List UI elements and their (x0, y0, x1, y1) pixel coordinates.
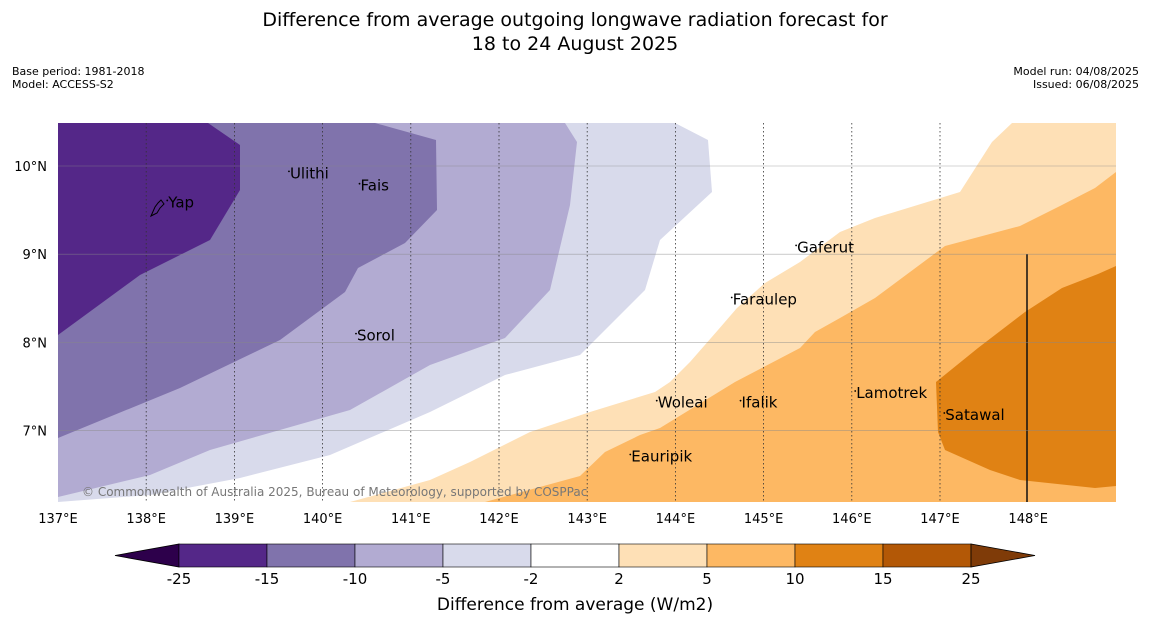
issued-date: Issued: 06/08/2025 (1032, 78, 1139, 91)
run-info: Model run: 04/08/2025 Issued: 06/08/2025 (1013, 65, 1139, 91)
place-dot (166, 199, 169, 202)
place-dot (655, 399, 658, 402)
lon-tick-label: 146°E (832, 512, 872, 527)
lat-tick-label: 7°N (23, 425, 48, 440)
place-label: Gaferut (797, 238, 854, 256)
base-period-info: Base period: 1981-2018 Model: ACCESS-S2 (12, 65, 144, 91)
place-label: Ifalik (742, 394, 778, 412)
model-name: Model: ACCESS-S2 (12, 78, 114, 91)
place-label: Faraulep (733, 290, 797, 308)
colorbar-bin (354, 543, 444, 568)
lon-tick-label: 138°E (126, 512, 166, 527)
contour-minus15-to-minus25 (58, 123, 240, 335)
colorbar-bin (618, 543, 708, 568)
place-dot (739, 399, 742, 402)
map-title: Difference from average outgoing longwav… (0, 8, 1150, 56)
place-label: Sorol (357, 327, 395, 345)
place-label: Yap (167, 193, 194, 211)
lon-tick-label: 142°E (479, 512, 519, 527)
colorbar-under-arrow (114, 543, 180, 568)
lon-tick-label: 147°E (920, 512, 960, 527)
lon-tick-label: 140°E (303, 512, 343, 527)
contour-10-to-15 (936, 266, 1116, 488)
lat-tick-label: 9°N (23, 248, 48, 263)
place-dot (943, 412, 946, 414)
place-label: Satawal (945, 406, 1004, 424)
yap-island-icon (149, 199, 165, 218)
colorbar-tick-label: 25 (961, 570, 980, 588)
colorbar-bin (882, 543, 972, 568)
lat-tick-label: 10°N (14, 160, 47, 175)
colorbar-bin (266, 543, 356, 568)
place-label: Eauripik (631, 447, 692, 465)
colorbar-bin (442, 543, 532, 568)
colorbar-tick-labels: -25 -15 -10 -5 -2 2 5 10 15 25 (167, 570, 981, 588)
lon-tick-label: 137°E (38, 512, 78, 527)
place-label: Woleai (658, 394, 708, 412)
colorbar-tick-label: -10 (343, 570, 368, 588)
colorbar-tick-label: 5 (702, 570, 712, 588)
colorbar-tick-label: 10 (785, 570, 804, 588)
colorbar-tick-label: -25 (167, 570, 192, 588)
colorbar-label: Difference from average (W/m2) (437, 595, 713, 615)
lon-tick-label: 143°E (567, 512, 607, 527)
place-dot (355, 332, 357, 335)
colorbar-tick-label: -15 (255, 570, 280, 588)
place-dot (795, 244, 798, 247)
lon-tick-label: 139°E (215, 512, 255, 527)
colorbar-bin (706, 543, 796, 568)
lon-tick-labels: 137°E 138°E 139°E 140°E 141°E 142°E 143°E 144°E… (38, 512, 1048, 527)
colorbar-tick-label: 2 (614, 570, 624, 588)
lon-tick-label: 144°E (656, 512, 696, 527)
title-line-1: Difference from average outgoing longwav… (262, 9, 888, 31)
colorbar-tick-label: -2 (524, 570, 539, 588)
colorbar-bin (530, 543, 620, 568)
lon-tick-label: 145°E (744, 512, 784, 527)
place-dot (358, 182, 361, 185)
model-run: Model run: 04/08/2025 (1013, 65, 1139, 78)
lon-tick-label: 148°E (1008, 512, 1048, 527)
colorbar (114, 543, 1036, 568)
lon-tick-label: 141°E (391, 512, 431, 527)
place-dot (288, 170, 290, 173)
lat-tick-labels: 10°N 9°N 8°N 7°N (14, 160, 47, 440)
copyright-notice: © Commonwealth of Australia 2025, Bureau… (82, 485, 587, 499)
colorbar-bin (794, 543, 884, 568)
lat-tick-label: 8°N (23, 336, 48, 351)
title-line-2: 18 to 24 August 2025 (471, 33, 679, 55)
place-dot (854, 390, 857, 392)
colorbar-tick-label: -5 (436, 570, 451, 588)
place-label: Ulithi (290, 164, 329, 182)
place-markers: Yap Ulithi Fais Gaferut Faraulep Sorol Lamotre… (166, 164, 1005, 465)
graticule (58, 123, 1116, 502)
place-label: Fais (361, 177, 390, 195)
base-period: Base period: 1981-2018 (12, 65, 145, 78)
place-label: Lamotrek (856, 384, 927, 402)
place-dot (730, 296, 733, 299)
colorbar-bin (178, 543, 268, 568)
colorbar-tick-label: 15 (873, 570, 892, 588)
place-dot (629, 453, 632, 456)
colorbar-over-arrow (970, 543, 1036, 568)
